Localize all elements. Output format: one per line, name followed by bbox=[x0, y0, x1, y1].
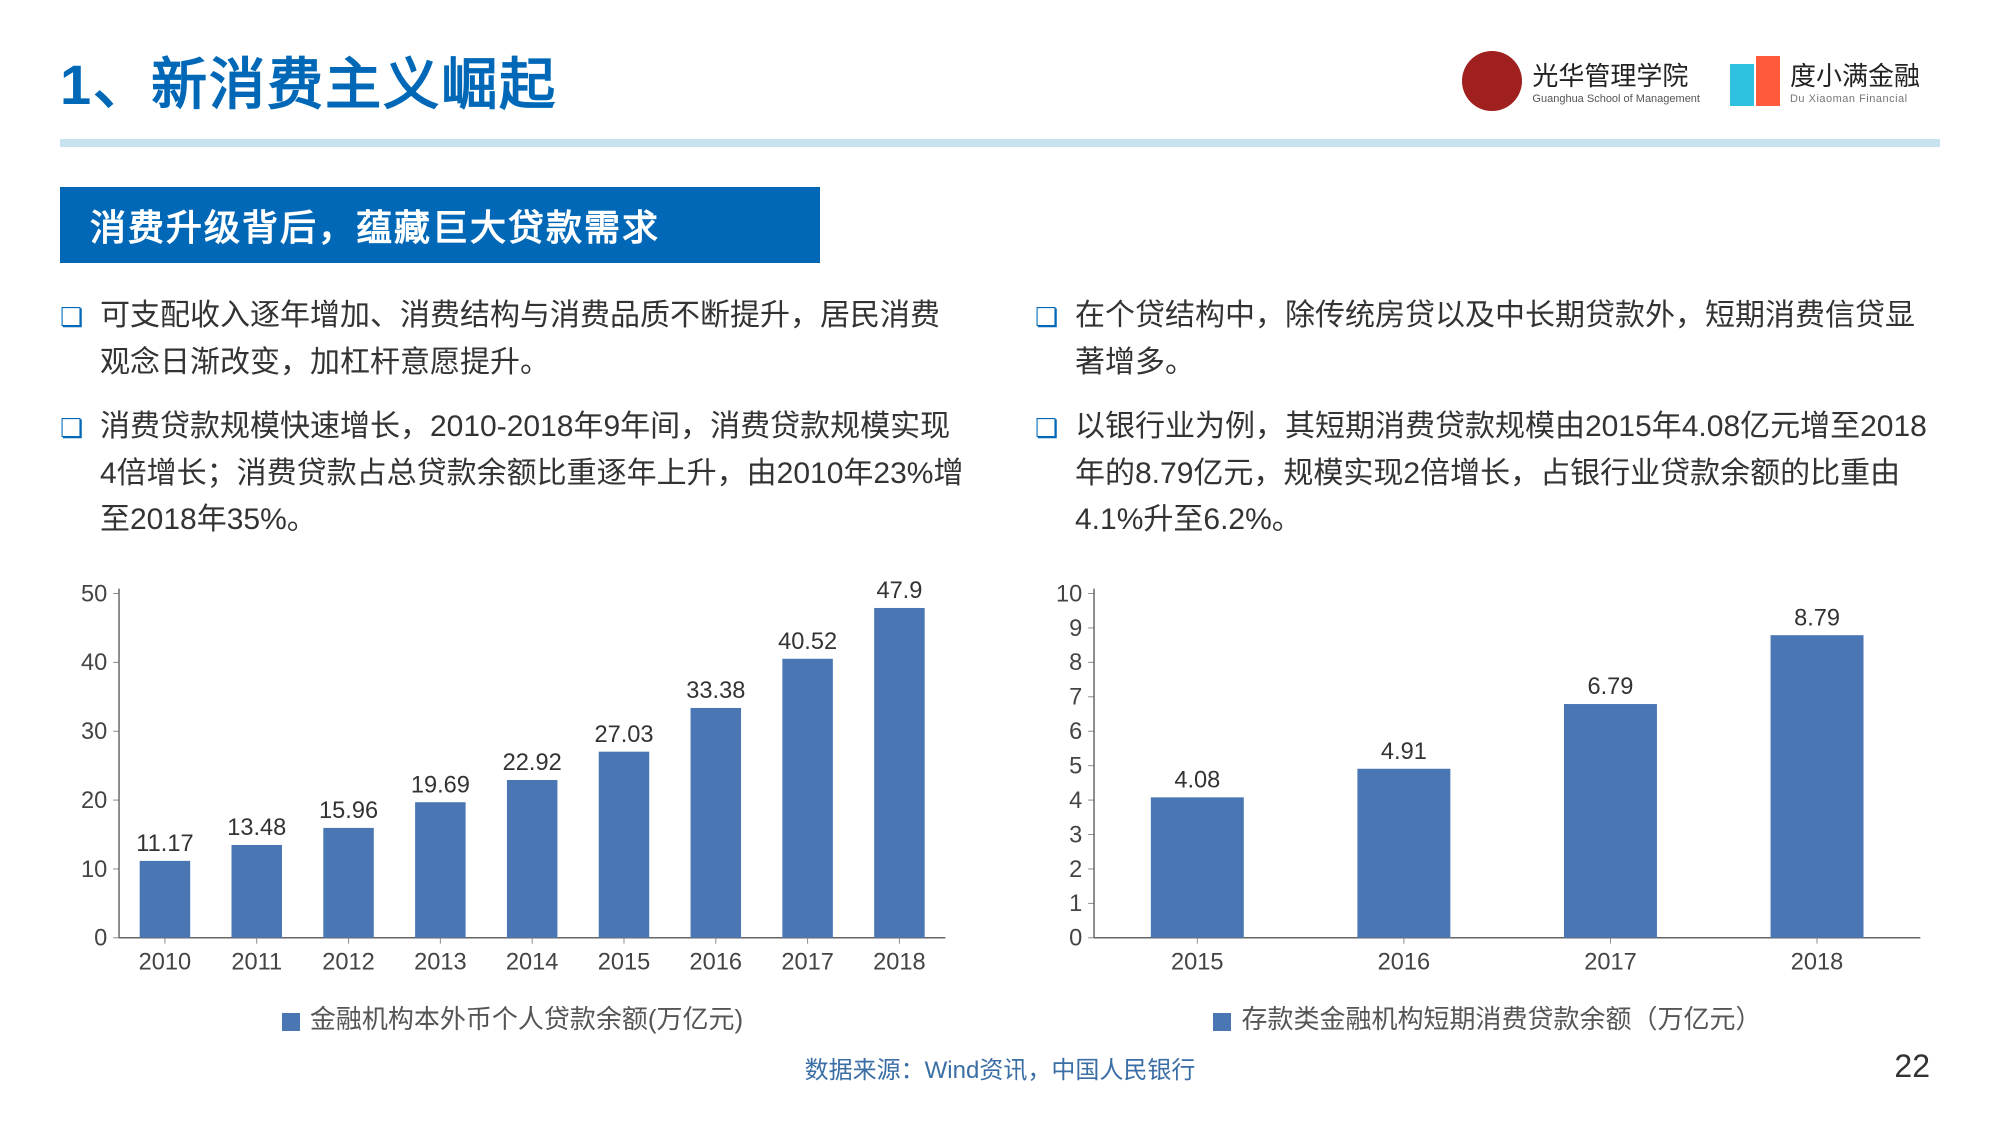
svg-text:27.03: 27.03 bbox=[594, 721, 653, 747]
bar bbox=[1357, 768, 1450, 937]
svg-text:8: 8 bbox=[1069, 650, 1082, 676]
bullet-item: 以银行业为例，其短期消费贷款规模由2015年4.08亿元增至2018年的8.79… bbox=[1035, 404, 1940, 544]
bullet-item: 可支配收入逐年增加、消费结构与消费品质不断提升，居民消费观念日渐改变，加杠杆意愿… bbox=[60, 293, 965, 386]
svg-text:2018: 2018 bbox=[1791, 949, 1844, 975]
bullet-item: 消费贷款规模快速增长，2010-2018年9年间，消费贷款规模实现4倍增长；消费… bbox=[60, 404, 965, 544]
columns: 可支配收入逐年增加、消费结构与消费品质不断提升，居民消费观念日渐改变，加杠杆意愿… bbox=[60, 293, 1940, 1036]
bar bbox=[415, 802, 465, 938]
bar bbox=[599, 751, 649, 937]
left-bullet-list: 可支配收入逐年增加、消费结构与消费品质不断提升，居民消费观念日渐改变，加杠杆意愿… bbox=[60, 293, 965, 544]
bar bbox=[1564, 704, 1657, 938]
svg-text:4.91: 4.91 bbox=[1381, 738, 1427, 764]
left-chart: 0 10 20 30 40 50 11.17 2010 13.48 2011 15.96 2012 19… bbox=[60, 564, 965, 1037]
svg-text:30: 30 bbox=[81, 719, 107, 745]
right-column: 在个贷结构中，除传统房贷以及中长期贷款外，短期消费信贷显著增多。以银行业为例，其… bbox=[1035, 293, 1940, 1036]
slide: 1、新消费主义崛起 光华管理学院 Guanghua School of Mana… bbox=[0, 0, 2000, 1125]
svg-text:20: 20 bbox=[81, 787, 107, 813]
bar bbox=[1771, 635, 1864, 938]
svg-text:2012: 2012 bbox=[322, 949, 375, 975]
bar bbox=[323, 827, 373, 937]
bar bbox=[507, 779, 557, 937]
svg-text:2013: 2013 bbox=[414, 949, 467, 975]
guanghua-seal-icon bbox=[1462, 51, 1522, 111]
svg-text:3: 3 bbox=[1069, 822, 1082, 848]
logo-group: 光华管理学院 Guanghua School of Management 度小满… bbox=[1462, 51, 1920, 111]
svg-text:11.17: 11.17 bbox=[136, 831, 193, 857]
svg-text:2010: 2010 bbox=[139, 949, 192, 975]
svg-text:40.52: 40.52 bbox=[778, 628, 837, 654]
duxiaoman-logo: 度小满金融 Du Xiaoman Financial bbox=[1730, 56, 1920, 106]
bar bbox=[782, 658, 832, 937]
header-row: 1、新消费主义崛起 光华管理学院 Guanghua School of Mana… bbox=[60, 40, 1940, 121]
right-chart: 0 1 2 3 4 5 6 7 8 9 10 4.08 2015 4.91 2016 6.79 2017 8.79… bbox=[1035, 564, 1940, 1037]
svg-text:4: 4 bbox=[1069, 787, 1082, 813]
left-chart-legend: 金融机构本外币个人贷款余额(万亿元) bbox=[60, 999, 965, 1036]
svg-text:6: 6 bbox=[1069, 719, 1082, 745]
svg-text:19.69: 19.69 bbox=[411, 772, 470, 798]
svg-text:15.96: 15.96 bbox=[319, 798, 378, 824]
svg-text:2017: 2017 bbox=[1584, 949, 1637, 975]
svg-text:10: 10 bbox=[1056, 581, 1082, 607]
svg-text:7: 7 bbox=[1069, 684, 1082, 710]
left-legend-text: 金融机构本外币个人贷款余额(万亿元) bbox=[310, 1004, 743, 1034]
subtitle-bar: 消费升级背后，蕴藏巨大贷款需求 bbox=[60, 187, 820, 263]
left-column: 可支配收入逐年增加、消费结构与消费品质不断提升，居民消费观念日渐改变，加杠杆意愿… bbox=[60, 293, 965, 1036]
svg-text:50: 50 bbox=[81, 581, 107, 607]
svg-text:0: 0 bbox=[94, 925, 107, 951]
right-chart-legend: 存款类金融机构短期消费贷款余额（万亿元） bbox=[1035, 999, 1940, 1036]
svg-text:2: 2 bbox=[1069, 856, 1082, 882]
guanghua-logo-en: Guanghua School of Management bbox=[1532, 93, 1700, 105]
legend-swatch-icon bbox=[1213, 1013, 1231, 1031]
duxiaoman-logo-cn: 度小满金融 bbox=[1790, 56, 1920, 93]
svg-text:4.08: 4.08 bbox=[1174, 767, 1220, 793]
svg-text:13.48: 13.48 bbox=[227, 815, 286, 841]
right-chart-svg: 0 1 2 3 4 5 6 7 8 9 10 4.08 2015 4.91 2016 6.79 2017 8.79… bbox=[1035, 564, 1940, 987]
svg-text:2017: 2017 bbox=[781, 949, 834, 975]
svg-text:6.79: 6.79 bbox=[1587, 674, 1633, 700]
svg-text:47.9: 47.9 bbox=[876, 578, 922, 604]
svg-text:10: 10 bbox=[81, 856, 107, 882]
guanghua-logo: 光华管理学院 Guanghua School of Management bbox=[1462, 51, 1700, 111]
svg-text:0: 0 bbox=[1069, 925, 1082, 951]
svg-text:2016: 2016 bbox=[1378, 949, 1431, 975]
svg-text:22.92: 22.92 bbox=[503, 750, 562, 776]
legend-swatch-icon bbox=[282, 1013, 300, 1031]
page-number: 22 bbox=[1894, 1048, 1930, 1085]
guanghua-logo-cn: 光华管理学院 bbox=[1532, 56, 1700, 93]
left-chart-svg: 0 10 20 30 40 50 11.17 2010 13.48 2011 15.96 2012 19… bbox=[60, 564, 965, 987]
svg-text:8.79: 8.79 bbox=[1794, 605, 1840, 631]
svg-text:2015: 2015 bbox=[598, 949, 651, 975]
data-source: 数据来源：Wind资讯，中国人民银行 bbox=[0, 1050, 2000, 1085]
bar bbox=[231, 844, 281, 937]
svg-text:2015: 2015 bbox=[1171, 949, 1224, 975]
duxiaoman-logo-en: Du Xiaoman Financial bbox=[1790, 93, 1920, 105]
svg-text:40: 40 bbox=[81, 650, 107, 676]
svg-text:2016: 2016 bbox=[690, 949, 743, 975]
right-legend-text: 存款类金融机构短期消费贷款余额（万亿元） bbox=[1241, 1004, 1761, 1034]
svg-text:2011: 2011 bbox=[231, 949, 282, 975]
svg-text:33.38: 33.38 bbox=[686, 678, 745, 704]
bullet-item: 在个贷结构中，除传统房贷以及中长期贷款外，短期消费信贷显著增多。 bbox=[1035, 293, 1940, 386]
svg-text:1: 1 bbox=[1069, 891, 1082, 917]
bar bbox=[874, 607, 924, 937]
slide-title: 1、新消费主义崛起 bbox=[60, 40, 557, 121]
svg-text:2018: 2018 bbox=[873, 949, 926, 975]
svg-text:5: 5 bbox=[1069, 753, 1082, 779]
duxiaoman-mark-icon bbox=[1730, 56, 1780, 106]
title-divider bbox=[60, 139, 1940, 147]
svg-text:2014: 2014 bbox=[506, 949, 558, 975]
svg-text:9: 9 bbox=[1069, 615, 1082, 641]
bar bbox=[140, 860, 190, 937]
bar bbox=[1151, 797, 1244, 937]
bar bbox=[691, 707, 741, 937]
right-bullet-list: 在个贷结构中，除传统房贷以及中长期贷款外，短期消费信贷显著增多。以银行业为例，其… bbox=[1035, 293, 1940, 544]
